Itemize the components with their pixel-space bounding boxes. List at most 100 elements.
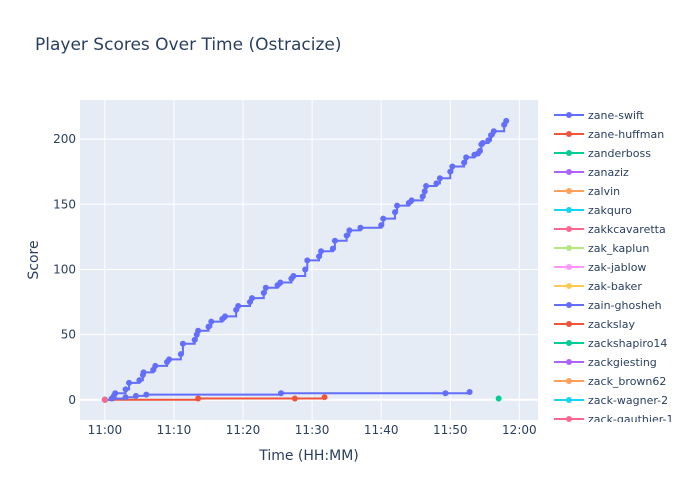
legend-label: zackshapiro14 [588, 337, 667, 350]
legend-label: zane-swift [588, 109, 645, 122]
legend-label: zack_brown62 [588, 375, 666, 388]
legend-swatch-marker [566, 321, 572, 327]
data-point [195, 327, 202, 334]
data-point [290, 272, 297, 279]
data-point [321, 394, 328, 401]
data-point [449, 163, 456, 170]
legend-item[interactable]: zack_brown62 [554, 375, 666, 388]
data-point [394, 202, 401, 209]
data-point [302, 266, 309, 273]
legend-swatch-marker [566, 131, 572, 137]
legend-swatch-marker [566, 378, 572, 384]
data-point [277, 279, 284, 286]
data-point [179, 340, 186, 347]
legend-item[interactable]: zackslay [554, 318, 635, 331]
y-axis-label: Score [26, 240, 42, 279]
data-point [466, 388, 473, 395]
legend-swatch-marker [566, 226, 572, 232]
x-tick-label: 11:10 [157, 423, 192, 437]
legend-item[interactable]: zack-gauthier-1 [554, 413, 674, 426]
legend-label: zain-ghosheh [588, 299, 662, 312]
x-axis-ticks: 11:00 11:10 11:20 11:30 11:40 11:50 12:00 [88, 423, 537, 437]
legend-swatch-marker [566, 340, 572, 346]
legend-item[interactable]: zanderboss [554, 147, 651, 160]
data-point [380, 215, 387, 222]
data-point [423, 183, 430, 190]
y-tick-label: 100 [53, 262, 76, 276]
legend-item[interactable]: zak-baker [554, 280, 642, 293]
legend-label: zakkcavaretta [588, 223, 666, 236]
data-point [331, 237, 338, 244]
series-zanderboss [495, 395, 502, 402]
data-point [205, 323, 212, 330]
series-layer [101, 117, 510, 403]
legend-label: zalvin [588, 185, 620, 198]
data-point [436, 175, 443, 182]
legend-item[interactable]: zak-jablow [554, 261, 646, 274]
data-point [419, 193, 426, 200]
data-point [495, 395, 502, 402]
data-point [152, 362, 159, 369]
legend-item[interactable]: zakquro [554, 204, 632, 217]
legend[interactable]: zane-swift zane-huffman zanderboss zanaziz z… [554, 109, 674, 426]
legend-label: zack-wagner-2 [588, 394, 668, 407]
legend-item[interactable]: zane-huffman [554, 128, 664, 141]
data-point [392, 209, 399, 216]
data-point [378, 222, 385, 229]
y-axis-ticks: 0 50 100 150 200 [53, 132, 76, 407]
data-point [318, 248, 325, 255]
legend-item[interactable]: zanaziz [554, 166, 629, 179]
x-tick-label: 11:20 [226, 423, 261, 437]
series-zack-gauthier-1 [101, 396, 108, 403]
data-point [132, 392, 139, 399]
legend-item[interactable]: zalvin [554, 185, 620, 198]
data-point [260, 289, 267, 296]
data-point [479, 140, 486, 147]
data-point [490, 128, 497, 135]
data-point [304, 257, 311, 264]
data-point [421, 188, 428, 195]
legend-label: zack-gauthier-1 [588, 413, 674, 426]
data-point [222, 313, 229, 320]
legend-swatch-marker [566, 359, 572, 365]
legend-item[interactable]: zackshapiro14 [554, 337, 667, 350]
legend-label: zak-baker [588, 280, 642, 293]
legend-swatch-marker [566, 302, 572, 308]
legend-label: zak_kaplun [588, 242, 649, 255]
data-point [112, 390, 119, 397]
data-point [140, 369, 147, 376]
data-point [195, 395, 202, 402]
legend-swatch-marker [566, 245, 572, 251]
data-point [476, 147, 483, 154]
legend-label: zanaziz [588, 166, 629, 179]
data-point [122, 386, 129, 393]
data-point [503, 117, 510, 124]
legend-label: zackgiesting [588, 356, 657, 369]
legend-item[interactable]: zakkcavaretta [554, 223, 666, 236]
x-axis-label: Time (HH:MM) [258, 448, 359, 464]
legend-label: zane-huffman [588, 128, 664, 141]
chart-title: Player Scores Over Time (Ostracize) [35, 35, 342, 55]
legend-label: zackslay [588, 318, 635, 331]
data-point [143, 391, 150, 398]
data-point [461, 159, 468, 166]
legend-swatch-marker [566, 264, 572, 270]
data-point [208, 318, 215, 325]
data-point [357, 224, 364, 231]
legend-item[interactable]: zackgiesting [554, 356, 657, 369]
data-point [316, 253, 323, 260]
legend-item[interactable]: zack-wagner-2 [554, 394, 668, 407]
data-point [485, 137, 492, 144]
legend-label: zanderboss [588, 147, 651, 160]
legend-item[interactable]: zak_kaplun [554, 242, 649, 255]
data-point [249, 295, 256, 302]
legend-item[interactable]: zain-ghosheh [554, 299, 662, 312]
x-tick-label: 11:30 [295, 423, 330, 437]
data-point [262, 284, 269, 291]
series-zane-swift [101, 117, 510, 403]
legend-item[interactable]: zane-swift [554, 109, 645, 122]
x-tick-label: 11:50 [433, 423, 468, 437]
legend-swatch-marker [566, 188, 572, 194]
